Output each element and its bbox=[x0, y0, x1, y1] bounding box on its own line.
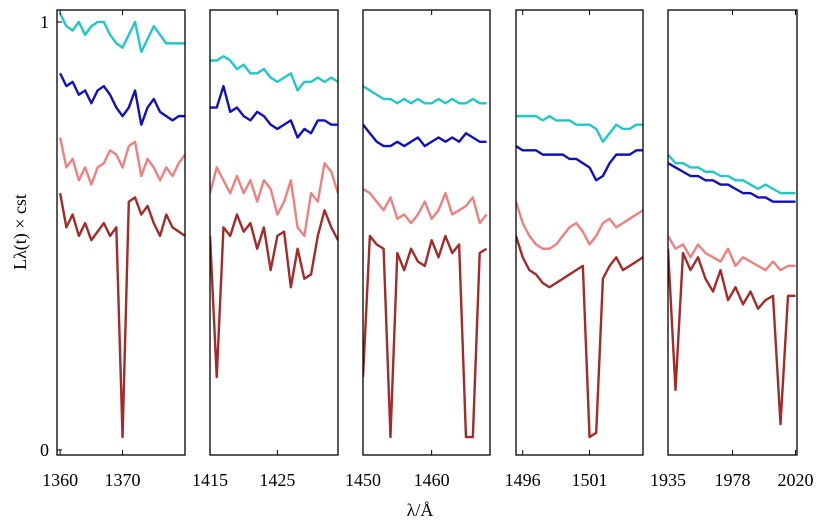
panel-frame bbox=[362, 9, 491, 456]
panel bbox=[363, 85, 488, 439]
panel bbox=[58, 12, 185, 439]
y-axis-label: Lλ(t) × cst bbox=[10, 194, 31, 270]
line-series bbox=[516, 114, 643, 143]
line-series bbox=[210, 209, 338, 379]
line-series bbox=[668, 248, 796, 426]
x-tick-label: 1450 bbox=[345, 470, 381, 490]
line-series bbox=[210, 161, 338, 238]
panel bbox=[516, 114, 643, 439]
line-series bbox=[363, 234, 488, 439]
line-series bbox=[668, 162, 796, 203]
x-tick-label: 1425 bbox=[259, 470, 295, 490]
line-series bbox=[516, 145, 643, 182]
line-series bbox=[363, 123, 487, 148]
line-series bbox=[668, 235, 796, 272]
x-tick-label: 1935 bbox=[650, 470, 686, 490]
x-tick-label: 1496 bbox=[505, 470, 541, 490]
line-series bbox=[363, 187, 488, 225]
x-tick-label: 2020 bbox=[778, 470, 814, 490]
line-series bbox=[516, 235, 643, 439]
line-series bbox=[210, 55, 338, 92]
line-series bbox=[58, 192, 185, 439]
panel bbox=[210, 55, 338, 379]
line-series bbox=[363, 85, 487, 105]
x-tick-label: 1415 bbox=[192, 470, 228, 490]
x-tick-label: 1460 bbox=[414, 470, 450, 490]
line-series bbox=[210, 84, 338, 139]
x-tick-label: 1360 bbox=[42, 470, 78, 490]
panel-frame bbox=[515, 9, 644, 456]
panel-frame bbox=[209, 9, 339, 456]
line-series bbox=[668, 153, 796, 195]
y-tick-label: 1 bbox=[40, 12, 49, 32]
line-series bbox=[59, 72, 185, 126]
line-series bbox=[516, 201, 643, 250]
panel bbox=[668, 153, 796, 426]
line-series bbox=[58, 137, 185, 186]
x-axis-label: λ/Å bbox=[407, 500, 434, 520]
x-tick-label: 1370 bbox=[105, 470, 141, 490]
x-tick-label: 1978 bbox=[715, 470, 751, 490]
y-tick-label: 0 bbox=[40, 440, 49, 460]
x-tick-label: 1501 bbox=[572, 470, 608, 490]
line-series bbox=[59, 12, 185, 54]
panel-frame bbox=[56, 9, 186, 456]
